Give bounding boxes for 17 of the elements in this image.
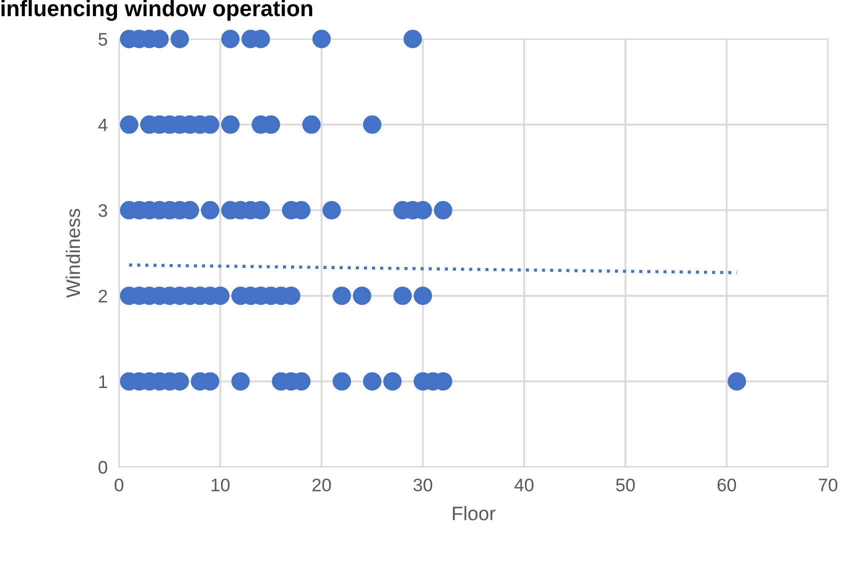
y-tick-label: 3	[98, 204, 108, 217]
x-tick-label: 20	[312, 478, 331, 492]
y-tick-label: 5	[98, 33, 108, 46]
x-tick-label: 70	[818, 478, 838, 492]
y-tick-label: 1	[99, 376, 108, 388]
y-axis-title: Windiness	[66, 208, 80, 298]
y-tick-label: 4	[98, 118, 108, 132]
chart-title: influencing window operation	[2, 0, 312, 21]
x-tick-label: 50	[616, 478, 635, 492]
x-tick-label: 10	[212, 478, 230, 492]
x-axis-title: Floor	[452, 506, 496, 520]
y-tick-label: 0	[98, 460, 108, 474]
y-tick-label: 2	[98, 290, 107, 302]
x-tick-label: 40	[514, 478, 534, 492]
x-tick-label: 60	[718, 478, 736, 492]
x-tick-label: 0	[114, 478, 124, 492]
x-tick-label: 30	[414, 478, 432, 492]
